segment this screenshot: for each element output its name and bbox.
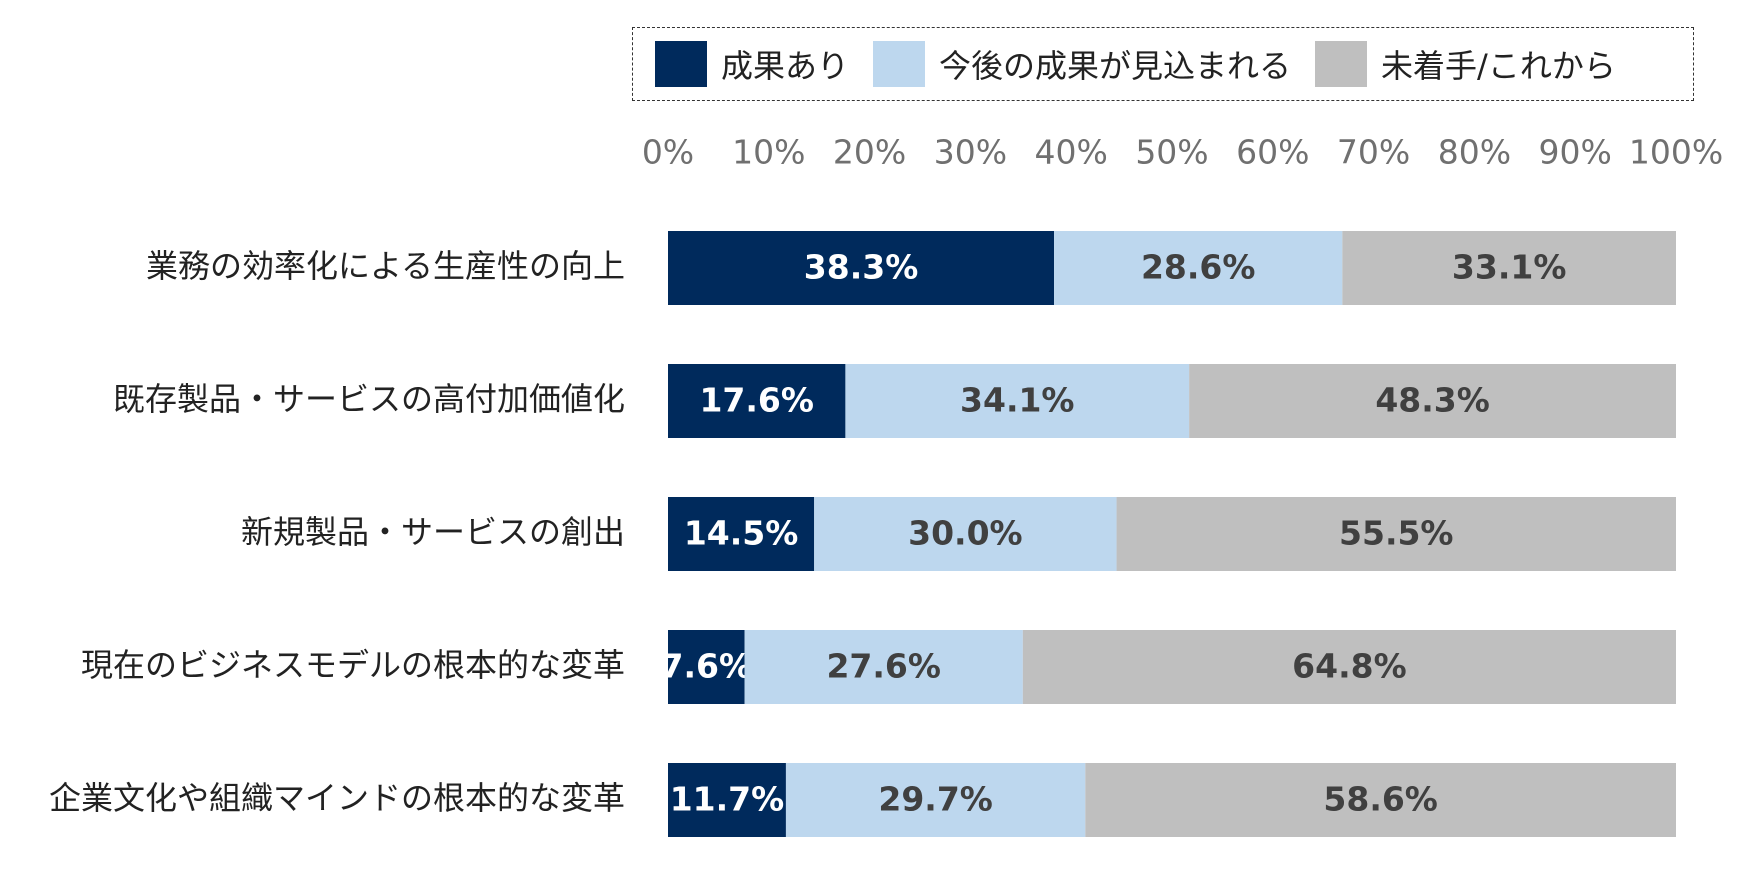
legend-swatch-expected [873,41,926,87]
bar-segment [668,630,745,704]
data-label: 38.3% [804,248,919,287]
bar-segment [1085,763,1676,837]
category-label: 既存製品・サービスの高付加価値化 [113,380,625,418]
data-label: 48.3% [1375,381,1490,420]
data-label: 33.1% [1452,248,1567,287]
x-tick-label: 20% [833,133,906,172]
category-label: 企業文化や組織マインドの根本的な変革 [49,779,625,817]
x-tick-label: 80% [1438,133,1511,172]
legend-label-achieved: 成果あり [721,47,850,85]
bar-segment [668,364,846,438]
legend: 成果あり 今後の成果が見込まれる 未着手/これから [632,27,1694,101]
x-tick-label: 10% [732,133,805,172]
bar-segment [845,364,1190,438]
legend-item-not-started: 未着手/これから [1315,41,1616,87]
x-tick-label: 90% [1539,133,1612,172]
legend-swatch-not-started [1315,41,1368,87]
bar-segment [785,763,1086,837]
x-tick-label: 100% [1629,133,1723,172]
legend-item-expected: 今後の成果が見込まれる [873,41,1291,87]
bar-segment [1022,630,1676,704]
bar-segment [1342,231,1676,305]
data-label: 17.6% [699,381,814,420]
x-tick-label: 40% [1035,133,1108,172]
bar-segment [1054,231,1343,305]
data-label: 34.1% [960,381,1075,420]
bar-segment [1116,497,1676,571]
data-label: 30.0% [908,514,1023,553]
bar-segment [668,763,786,837]
data-label: 29.7% [878,780,993,819]
data-label: 28.6% [1141,248,1256,287]
data-label: 27.6% [826,647,941,686]
category-label: 現在のビジネスモデルの根本的な変革 [81,646,625,684]
data-label: 58.6% [1323,780,1438,819]
bar-segment [744,630,1023,704]
x-tick-label: 50% [1135,133,1208,172]
x-tick-label: 30% [934,133,1007,172]
data-label: 14.5% [684,514,799,553]
bar-segment [668,497,815,571]
data-label: 11.7% [670,780,785,819]
data-label: 64.8% [1292,647,1407,686]
legend-label-not-started: 未着手/これから [1381,47,1616,85]
legend-item-achieved: 成果あり [655,41,849,87]
x-tick-label: 70% [1337,133,1410,172]
legend-label-expected: 今後の成果が見込まれる [939,47,1292,85]
category-label: 業務の効率化による生産性の向上 [146,247,625,285]
category-label: 新規製品・サービスの創出 [241,513,625,551]
data-label: 55.5% [1339,514,1454,553]
bar-segment [1189,364,1676,438]
x-tick-label: 0% [642,133,694,172]
bar-segment [814,497,1117,571]
bar-segment [668,231,1055,305]
data-label: 7.6% [661,647,753,686]
legend-swatch-achieved [655,41,707,87]
x-tick-label: 60% [1236,133,1309,172]
